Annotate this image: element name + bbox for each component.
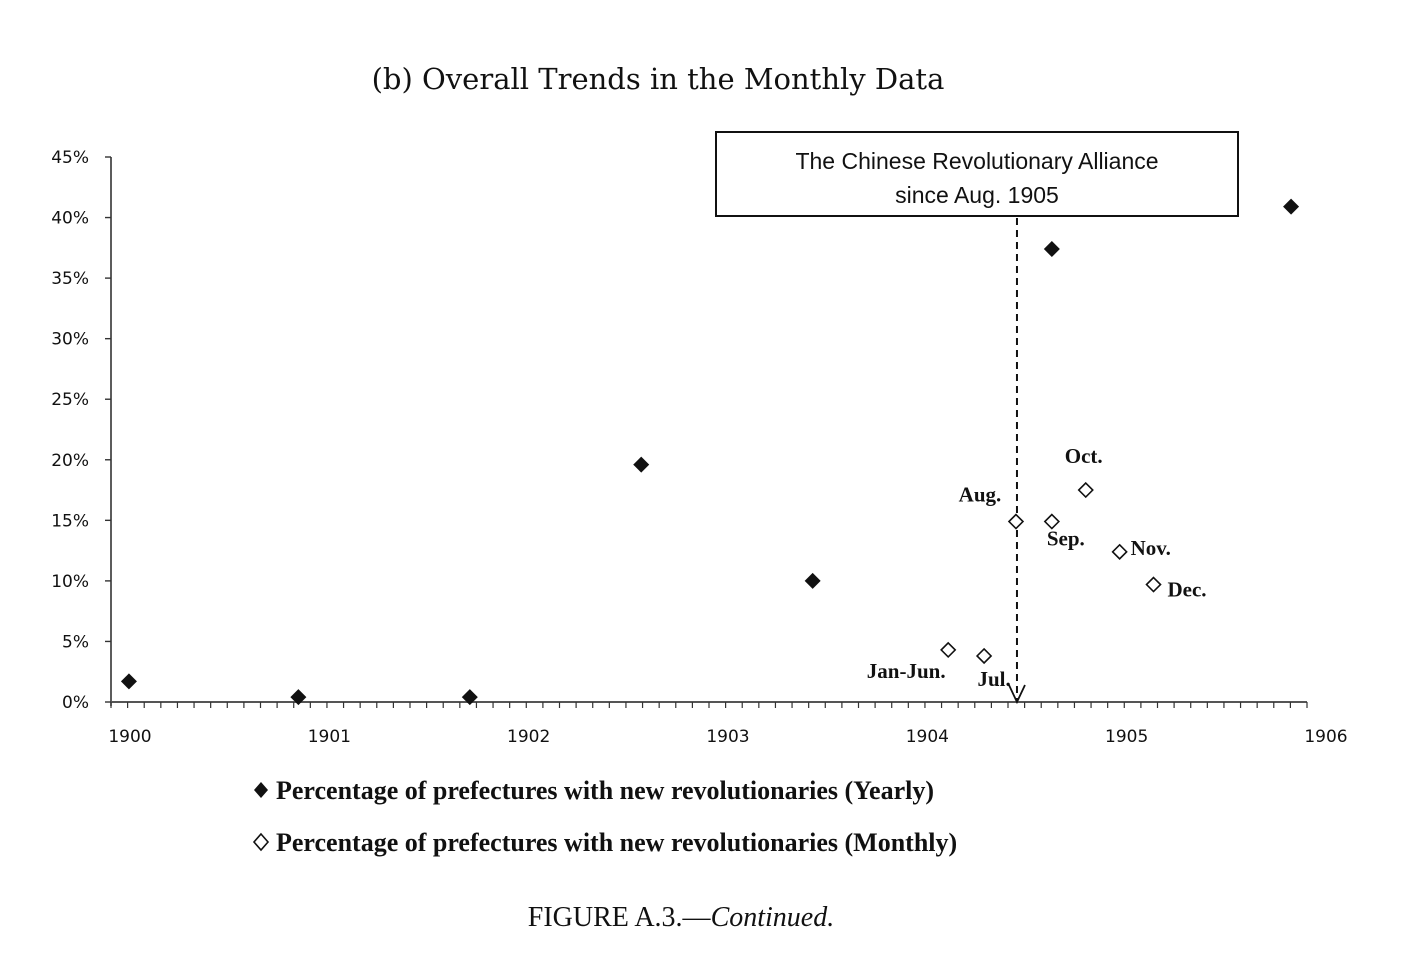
monthly-point (940, 641, 957, 659)
yearly-point (1043, 241, 1060, 258)
legend-label-yearly: Percentage of prefectures with new revol… (276, 776, 934, 805)
y-tick-label: 35% (51, 269, 89, 289)
annotation-box (715, 131, 1239, 217)
y-tick-label: 10% (51, 572, 89, 592)
monthly-point-label: Dec. (1168, 578, 1207, 602)
annotation-line-2: since Aug. 1905 (895, 182, 1059, 208)
monthly-point (1043, 513, 1060, 530)
legend-label-monthly: Percentage of prefectures with new revol… (276, 828, 957, 857)
figure-caption: FIGURE A.3.—Continued. (528, 902, 834, 933)
monthly-point-label: Nov. (1131, 536, 1171, 560)
legend-marker-yearly (254, 782, 268, 798)
yearly-point (804, 572, 821, 589)
monthly-point-label: Aug. (959, 483, 1002, 507)
legend: Percentage of prefectures with new revol… (252, 776, 957, 857)
caption-suffix: Continued. (711, 902, 835, 933)
y-tick-label: 15% (51, 511, 89, 531)
monthly-point (975, 647, 993, 665)
annotation-line-1: The Chinese Revolutionary Alliance (795, 148, 1158, 174)
x-tick-label: 1905 (1105, 727, 1148, 747)
y-tick-label: 45% (51, 148, 89, 168)
x-tick-label: 1900 (108, 727, 151, 747)
axes: 0% 5% 10% 15% 20% 25% 30% 35% 40% 45% 1900 1901 1902… (51, 148, 1347, 747)
x-tick-label: 1903 (706, 727, 749, 747)
yearly-point (290, 689, 307, 706)
y-tick-label: 30% (51, 330, 89, 350)
y-tick-label: 40% (51, 209, 89, 229)
x-tick-label: 1906 (1304, 727, 1347, 747)
annotation: The Chinese Revolutionary Alliance since… (715, 131, 1239, 705)
chart-title: (b) Overall Trends in the Monthly Data (372, 62, 945, 96)
monthly-point-label: Jan-Jun. (867, 659, 946, 683)
monthly-point-label: Jul. (977, 667, 1010, 691)
caption-prefix: FIGURE A.3.— (528, 902, 712, 933)
y-tick-label: 5% (62, 632, 89, 652)
annotation-arrowhead (1008, 684, 1026, 705)
y-tick-label: 25% (51, 390, 89, 410)
monthly-point (1077, 481, 1094, 499)
data-marks: Jan-Jun. Jul. Aug. Sep. Oct. Nov. Dec. (120, 198, 1300, 706)
y-tick-label: 20% (51, 451, 89, 471)
yearly-point (120, 673, 137, 690)
legend-marker-monthly (252, 832, 270, 852)
x-tick-label: 1904 (906, 727, 949, 747)
yearly-point (633, 456, 650, 473)
monthly-point (1145, 576, 1162, 593)
yearly-point (1283, 198, 1300, 215)
monthly-point (1007, 513, 1025, 530)
monthly-point-label: Oct. (1065, 444, 1103, 468)
x-tick-label: 1901 (308, 727, 351, 747)
yearly-point (461, 689, 478, 706)
monthly-point-label: Sep. (1047, 527, 1085, 551)
y-tick-label: 0% (62, 693, 89, 713)
monthly-point (1111, 543, 1128, 560)
x-tick-label: 1902 (507, 727, 550, 747)
